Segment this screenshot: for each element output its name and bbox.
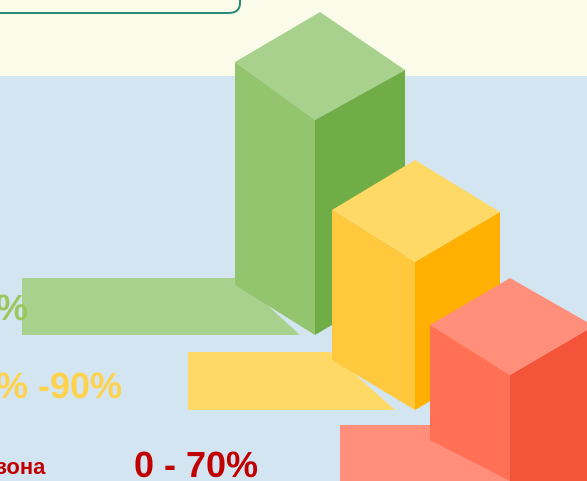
yellow-label: % -90%: [0, 365, 122, 406]
slide: % % -90% зона 0 - 70%: [0, 0, 587, 481]
green-label: %: [0, 287, 28, 328]
red-zone-label: зона: [0, 454, 46, 479]
red-range-label: 0 - 70%: [134, 444, 258, 481]
